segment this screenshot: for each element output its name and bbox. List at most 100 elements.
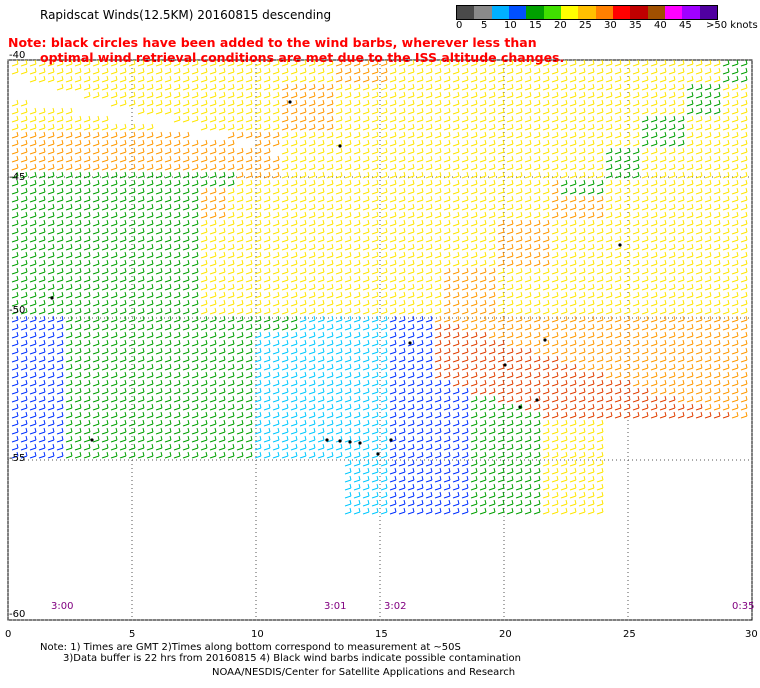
wind-barb	[335, 331, 343, 339]
wind-barb	[200, 283, 208, 291]
wind-barb	[551, 291, 559, 299]
contamination-marker	[376, 452, 380, 456]
wind-barb	[272, 307, 280, 315]
wind-barb	[371, 211, 379, 219]
wind-barb	[83, 371, 91, 379]
wind-barb	[29, 59, 37, 67]
wind-barb	[605, 331, 613, 339]
wind-barb	[128, 395, 136, 403]
wind-barb	[335, 115, 343, 123]
wind-barb	[191, 283, 199, 291]
wind-barb	[56, 403, 64, 411]
wind-barb	[605, 299, 613, 307]
wind-barb	[344, 211, 352, 219]
wind-barb	[605, 155, 613, 163]
wind-barb	[209, 59, 217, 67]
wind-barb	[281, 155, 289, 163]
wind-barb	[443, 299, 451, 307]
wind-barb	[326, 83, 334, 91]
wind-barb	[515, 443, 523, 451]
wind-barb	[533, 291, 541, 299]
wind-barb	[479, 371, 487, 379]
wind-barb	[515, 139, 523, 147]
wind-barb	[173, 427, 181, 435]
wind-barb	[137, 395, 145, 403]
wind-barb	[83, 443, 91, 451]
wind-barb	[452, 483, 460, 491]
wind-barb	[740, 267, 748, 275]
wind-barb	[236, 187, 244, 195]
wind-barb	[632, 99, 640, 107]
wind-barb	[155, 251, 163, 259]
wind-barb	[452, 259, 460, 267]
wind-barb	[695, 363, 703, 371]
wind-barb	[263, 67, 271, 75]
wind-barb	[722, 91, 730, 99]
wind-barb	[497, 395, 505, 403]
wind-barb	[380, 259, 388, 267]
wind-barb	[389, 443, 397, 451]
wind-barb	[488, 283, 496, 291]
wind-barb	[398, 91, 406, 99]
wind-barb	[11, 411, 19, 419]
wind-barb	[263, 219, 271, 227]
wind-barb	[110, 451, 118, 459]
wind-barb	[713, 147, 721, 155]
wind-barb	[263, 331, 271, 339]
wind-barb	[443, 315, 451, 323]
wind-barb	[236, 259, 244, 267]
wind-barb	[146, 395, 154, 403]
wind-barb	[560, 275, 568, 283]
wind-barb	[227, 123, 235, 131]
wind-barb	[479, 307, 487, 315]
wind-barb	[416, 251, 424, 259]
wind-barb	[605, 107, 613, 115]
wind-barb	[686, 243, 694, 251]
wind-barb	[164, 67, 172, 75]
wind-barb	[614, 371, 622, 379]
wind-barb	[83, 427, 91, 435]
wind-barb	[479, 75, 487, 83]
wind-barb	[704, 411, 712, 419]
wind-barb	[551, 107, 559, 115]
wind-barb	[506, 227, 514, 235]
wind-barb	[524, 475, 532, 483]
wind-barb	[452, 283, 460, 291]
wind-barb	[704, 131, 712, 139]
wind-barb	[416, 283, 424, 291]
wind-barb	[380, 171, 388, 179]
wind-barb	[677, 235, 685, 243]
wind-barb	[236, 171, 244, 179]
wind-barb	[254, 339, 262, 347]
wind-barb	[398, 243, 406, 251]
legend-label: 20	[554, 20, 567, 31]
wind-barb	[317, 83, 325, 91]
wind-barb	[713, 299, 721, 307]
wind-barb	[200, 179, 208, 187]
wind-barb	[101, 115, 109, 123]
wind-barb	[263, 387, 271, 395]
wind-barb	[434, 331, 442, 339]
wind-barb	[362, 283, 370, 291]
wind-barb	[650, 179, 658, 187]
wind-barb	[137, 123, 145, 131]
wind-barb	[605, 411, 613, 419]
wind-barb	[713, 275, 721, 283]
wind-barb	[371, 355, 379, 363]
wind-barb	[560, 363, 568, 371]
wind-barb	[326, 411, 334, 419]
wind-barb	[119, 315, 127, 323]
wind-barb	[668, 331, 676, 339]
wind-barb	[488, 275, 496, 283]
wind-barb	[407, 411, 415, 419]
wind-barb	[335, 179, 343, 187]
wind-barb	[290, 339, 298, 347]
wind-barb	[128, 403, 136, 411]
wind-barb	[200, 83, 208, 91]
wind-barb	[434, 475, 442, 483]
wind-barb	[452, 403, 460, 411]
wind-barb	[713, 267, 721, 275]
wind-barb	[182, 387, 190, 395]
wind-barb	[569, 227, 577, 235]
wind-barb	[380, 251, 388, 259]
